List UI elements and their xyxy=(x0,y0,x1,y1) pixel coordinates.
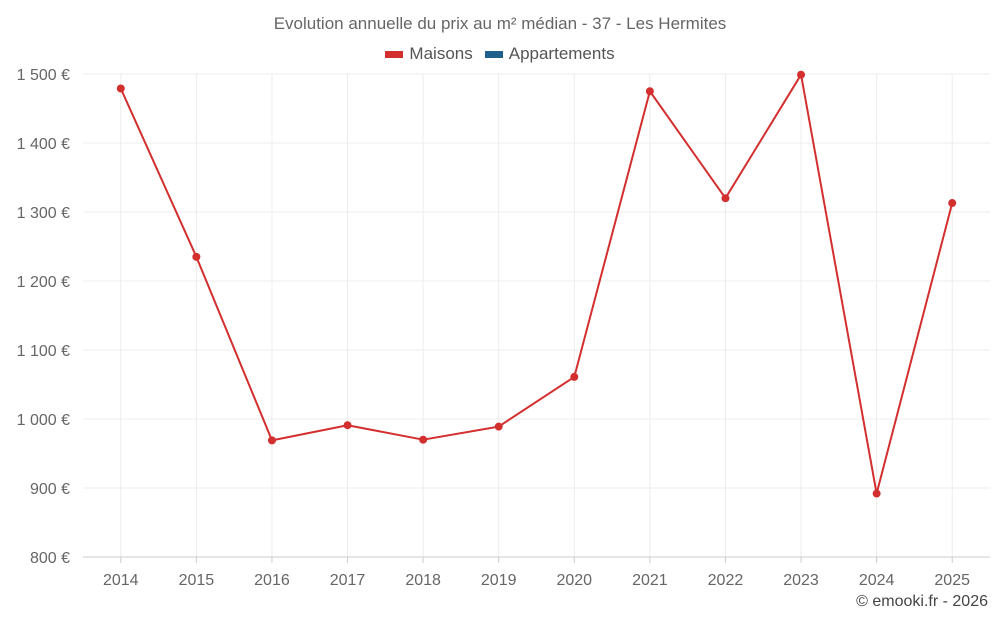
legend-swatch-maisons xyxy=(385,50,404,58)
y-tick-label: 1 400 € xyxy=(17,136,70,153)
data-point[interactable] xyxy=(645,87,654,96)
x-tick-label: 2022 xyxy=(708,572,744,589)
x-tick-label: 2015 xyxy=(179,572,215,589)
data-point[interactable] xyxy=(419,435,428,444)
data-point[interactable] xyxy=(267,436,276,445)
x-tick-label: 2021 xyxy=(632,572,668,589)
x-tick-label: 2024 xyxy=(859,572,895,589)
y-tick-label: 1 200 € xyxy=(17,274,70,291)
y-tick-label: 1 500 € xyxy=(17,67,70,84)
x-tick-label: 2017 xyxy=(330,572,366,589)
data-point[interactable] xyxy=(116,84,125,93)
data-point[interactable] xyxy=(721,194,730,203)
x-tick-label: 2025 xyxy=(934,572,970,589)
legend-item-appartements[interactable]: Appartements xyxy=(484,44,615,64)
chart-title: Evolution annuelle du prix au m² médian … xyxy=(273,14,727,33)
grid xyxy=(83,73,990,557)
y-tick-label: 1 000 € xyxy=(17,412,70,429)
data-point[interactable] xyxy=(343,421,352,430)
x-tick-label: 2019 xyxy=(481,572,517,589)
copyright-text: © emooki.fr - 2026 xyxy=(856,593,988,610)
x-tick-label: 2023 xyxy=(783,572,819,589)
x-tick-label: 2018 xyxy=(405,572,441,589)
data-point[interactable] xyxy=(797,70,806,79)
legend-label-appartements: Appartements xyxy=(508,44,615,63)
legend-item-maisons[interactable]: Maisons xyxy=(385,44,473,64)
x-tick-label: 2014 xyxy=(103,572,139,589)
series-line-maisons xyxy=(119,73,954,495)
data-point[interactable] xyxy=(494,422,503,431)
data-point[interactable] xyxy=(948,199,957,208)
data-point[interactable] xyxy=(192,252,201,261)
axes: 800 € 900 € 1 000 € 1 100 € 1 200 € 1 300 € 1 … xyxy=(17,67,990,589)
x-tick-label: 2020 xyxy=(556,572,592,589)
legend: Maisons Appartements xyxy=(0,44,1000,64)
y-tick-label: 1 300 € xyxy=(17,205,70,222)
y-tick-label: 1 100 € xyxy=(17,343,70,360)
series-layer xyxy=(116,70,957,498)
y-tick-label: 800 € xyxy=(30,550,70,567)
data-point[interactable] xyxy=(570,372,579,381)
legend-label-maisons: Maisons xyxy=(409,44,473,63)
y-tick-label: 900 € xyxy=(30,481,70,498)
legend-swatch-appartements xyxy=(484,50,503,58)
x-tick-label: 2016 xyxy=(254,572,290,589)
data-point[interactable] xyxy=(872,489,881,498)
